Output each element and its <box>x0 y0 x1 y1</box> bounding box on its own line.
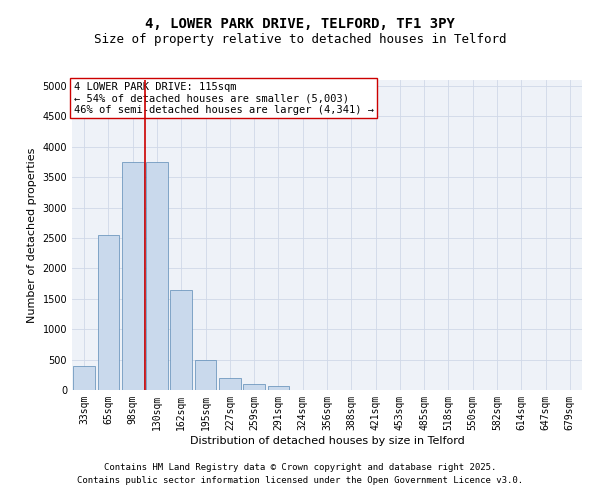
Y-axis label: Number of detached properties: Number of detached properties <box>27 148 37 322</box>
Bar <box>122 162 143 390</box>
Text: Contains public sector information licensed under the Open Government Licence v3: Contains public sector information licen… <box>77 476 523 485</box>
Text: Contains HM Land Registry data © Crown copyright and database right 2025.: Contains HM Land Registry data © Crown c… <box>104 464 496 472</box>
Bar <box>243 384 265 390</box>
Text: 4 LOWER PARK DRIVE: 115sqm
← 54% of detached houses are smaller (5,003)
46% of s: 4 LOWER PARK DRIVE: 115sqm ← 54% of deta… <box>74 82 374 115</box>
Bar <box>194 360 217 390</box>
Text: Size of property relative to detached houses in Telford: Size of property relative to detached ho… <box>94 32 506 46</box>
Bar <box>268 386 289 390</box>
Bar <box>170 290 192 390</box>
Bar <box>146 162 168 390</box>
Text: 4, LOWER PARK DRIVE, TELFORD, TF1 3PY: 4, LOWER PARK DRIVE, TELFORD, TF1 3PY <box>145 18 455 32</box>
Bar <box>97 235 119 390</box>
Bar <box>73 366 95 390</box>
Bar <box>219 378 241 390</box>
X-axis label: Distribution of detached houses by size in Telford: Distribution of detached houses by size … <box>190 436 464 446</box>
